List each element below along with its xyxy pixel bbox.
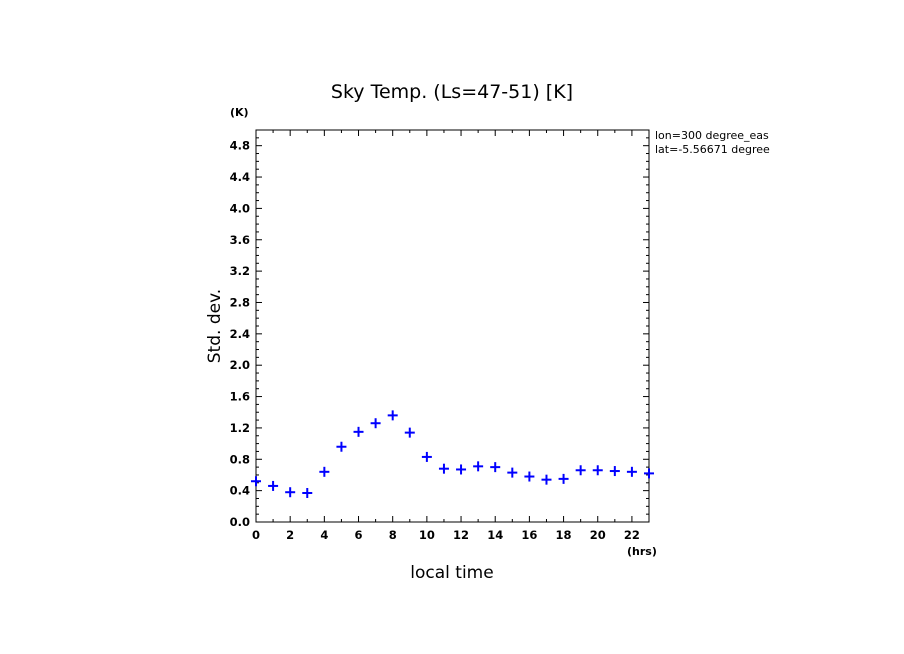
data-point	[558, 473, 569, 484]
y-tick-label: 4.4	[230, 170, 250, 184]
x-tick-label: 22	[624, 528, 640, 542]
data-point	[490, 462, 501, 473]
x-tick-label: 8	[389, 528, 397, 542]
data-point	[507, 467, 518, 478]
annotation-lat: lat=-5.56671 degree	[655, 143, 770, 156]
annotation-lon: lon=300 degree_eas	[655, 129, 769, 142]
y-tick-label: 0.4	[230, 484, 250, 498]
x-tick-label: 4	[320, 528, 328, 542]
data-point	[456, 464, 467, 475]
x-axis-ticks: 0 2 4 6 8 10 12 14 16 18 20 22	[252, 130, 650, 542]
x-unit-label: (hrs)	[627, 545, 657, 558]
data-point	[592, 465, 603, 476]
data-point	[541, 474, 552, 485]
data-point	[421, 451, 432, 462]
data-point	[644, 468, 654, 479]
x-tick-label: 20	[590, 528, 606, 542]
x-tick-label: 6	[355, 528, 363, 542]
data-point	[336, 441, 347, 452]
y-axis-title: Std. dev.	[205, 289, 225, 363]
data-point	[473, 461, 484, 472]
data-point	[353, 426, 364, 437]
data-point	[609, 466, 620, 477]
x-tick-label: 12	[453, 528, 469, 542]
chart-title: Sky Temp. (Ls=47-51) [K]	[331, 81, 573, 103]
y-tick-label: 2.8	[230, 295, 250, 309]
data-point	[404, 427, 415, 438]
x-tick-label: 16	[521, 528, 537, 542]
y-tick-label: 4.8	[230, 139, 250, 153]
x-tick-label: 0	[252, 528, 260, 542]
y-tick-label: 3.2	[230, 264, 250, 278]
data-point	[387, 410, 398, 421]
y-tick-label: 0.0	[230, 515, 250, 529]
data-point	[575, 465, 586, 476]
y-tick-label: 1.6	[230, 390, 250, 404]
y-unit-label: (K)	[230, 106, 249, 119]
x-axis-title: local time	[410, 563, 493, 583]
data-point	[438, 463, 449, 474]
y-tick-label: 2.0	[230, 358, 250, 372]
plot-frame	[255, 129, 650, 523]
x-tick-label: 2	[286, 528, 294, 542]
x-tick-label: 18	[556, 528, 572, 542]
data-point	[370, 418, 381, 429]
data-point	[268, 480, 279, 491]
y-axis-ticks: 0.0 0.4 0.8 1.2 1.6 2.0 2.4 2.8 3.2 3.6 4.0 4.4 4.8	[230, 129, 649, 529]
y-tick-label: 2.4	[230, 327, 250, 341]
data-point	[626, 466, 637, 477]
data-point	[251, 476, 261, 487]
data-point	[302, 487, 313, 498]
y-tick-label: 4.0	[230, 201, 250, 215]
x-tick-label: 10	[419, 528, 435, 542]
y-tick-label: 0.8	[230, 452, 250, 466]
y-tick-label: 3.6	[230, 233, 250, 247]
data-series	[251, 410, 654, 498]
data-point	[524, 471, 535, 482]
x-tick-label: 14	[487, 528, 503, 542]
data-point	[319, 466, 330, 477]
data-point	[285, 487, 296, 498]
y-tick-label: 1.2	[230, 421, 250, 435]
